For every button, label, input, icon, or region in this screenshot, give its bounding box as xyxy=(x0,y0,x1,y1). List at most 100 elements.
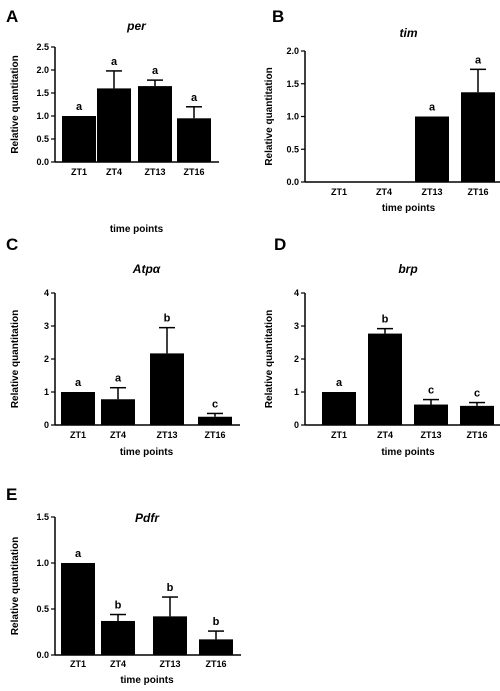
bar-zt16 xyxy=(461,92,495,182)
x-tick-label: ZT1 xyxy=(331,430,347,440)
y-tick-label: 1.0 xyxy=(36,111,49,121)
significance-label: b xyxy=(167,582,174,594)
panel-letter: B xyxy=(272,7,284,26)
chart-title: per xyxy=(126,19,147,33)
significance-label: a xyxy=(75,377,82,389)
x-tick-label: ZT4 xyxy=(110,659,126,669)
significance-label: b xyxy=(213,616,220,628)
x-axis-label: time points xyxy=(120,447,174,458)
y-tick-label: 1.0 xyxy=(36,558,49,568)
bar-zt16 xyxy=(460,405,494,425)
x-tick-label: ZT13 xyxy=(144,167,165,177)
bar-zt13 xyxy=(153,616,187,655)
x-tick-label: ZT13 xyxy=(420,430,441,440)
chart-title: Atpα xyxy=(132,262,161,276)
x-tick-label: ZT16 xyxy=(204,430,225,440)
x-tick-label: ZT16 xyxy=(183,167,204,177)
y-tick-label: 0 xyxy=(294,420,299,430)
x-tick-label: ZT16 xyxy=(466,430,487,440)
y-tick-label: 0.5 xyxy=(286,144,299,154)
y-tick-label: 0.5 xyxy=(36,134,49,144)
x-tick-label: ZT4 xyxy=(106,167,122,177)
x-tick-label: ZT1 xyxy=(331,187,347,197)
x-axis-label: time points xyxy=(110,224,164,235)
x-tick-label: ZT1 xyxy=(70,659,86,669)
panel-e: E Pdfr 0.0 0.5 1.0 1.5 Relative quantitation a Z… xyxy=(6,485,241,686)
y-tick-label: 1.5 xyxy=(36,88,49,98)
x-axis-label: time points xyxy=(382,203,436,214)
bar-zt4 xyxy=(97,88,131,162)
bar-zt4 xyxy=(101,620,135,655)
significance-label: a xyxy=(76,101,83,113)
y-tick-label: 1.5 xyxy=(36,512,49,522)
significance-label: a xyxy=(336,377,343,389)
y-tick-label: 2 xyxy=(294,354,299,364)
y-axis-label: Relative quantitation xyxy=(264,310,275,408)
y-tick-label: 2 xyxy=(44,354,49,364)
x-tick-label: ZT16 xyxy=(467,187,488,197)
y-tick-label: 1.5 xyxy=(286,79,299,89)
panel-c: C Atpα 0 1 2 3 4 Relative quantitation a ZT1 a ZT4 b… xyxy=(6,235,240,458)
bar-zt4 xyxy=(368,333,402,425)
significance-label: a xyxy=(75,548,82,560)
y-tick-label: 4 xyxy=(294,288,299,298)
significance-label: c xyxy=(474,388,480,400)
significance-label: a xyxy=(429,102,436,114)
chart-title: Pdfr xyxy=(135,511,160,525)
panel-letter: D xyxy=(274,235,286,254)
significance-label: a xyxy=(191,92,198,104)
significance-label: a xyxy=(111,56,118,68)
x-tick-label: ZT1 xyxy=(70,430,86,440)
y-tick-label: 0.0 xyxy=(36,157,49,167)
x-tick-label: ZT1 xyxy=(71,167,87,177)
y-tick-label: 1 xyxy=(294,387,299,397)
x-tick-label: ZT13 xyxy=(421,187,442,197)
panel-letter: E xyxy=(6,485,17,504)
y-axis-label: Relative quantitation xyxy=(10,310,21,408)
y-tick-label: 0 xyxy=(44,420,49,430)
significance-label: a xyxy=(152,65,159,77)
y-tick-label: 0.0 xyxy=(286,177,299,187)
chart-title: tim xyxy=(400,26,418,40)
x-axis-label: time points xyxy=(381,447,435,458)
significance-label: c xyxy=(212,398,218,410)
x-axis-label: time points xyxy=(120,675,174,686)
significance-label: a xyxy=(115,373,122,385)
y-tick-label: 1 xyxy=(44,387,49,397)
significance-label: a xyxy=(475,54,482,66)
significance-label: c xyxy=(428,385,434,397)
x-tick-label: ZT4 xyxy=(376,187,392,197)
x-tick-label: ZT4 xyxy=(377,430,393,440)
panel-letter: C xyxy=(6,235,18,254)
bar-zt1 xyxy=(61,563,95,655)
x-tick-label: ZT13 xyxy=(156,430,177,440)
bar-zt16 xyxy=(177,118,211,162)
significance-label: b xyxy=(382,314,389,326)
x-tick-label: ZT16 xyxy=(205,659,226,669)
bar-zt13 xyxy=(415,116,449,182)
y-tick-label: 4 xyxy=(44,288,49,298)
y-tick-label: 2.0 xyxy=(286,46,299,56)
significance-label: b xyxy=(164,313,171,325)
y-axis-label: Relative quantitation xyxy=(264,67,275,165)
panel-letter: A xyxy=(6,7,18,26)
y-tick-label: 1.0 xyxy=(286,112,299,122)
y-axis-label: Relative quantitation xyxy=(10,55,21,153)
y-tick-label: 0.0 xyxy=(36,650,49,660)
bar-zt16 xyxy=(199,639,233,655)
bar-zt4 xyxy=(101,399,135,425)
x-tick-label: ZT4 xyxy=(110,430,126,440)
chart-title: brp xyxy=(398,262,417,276)
significance-label: b xyxy=(115,600,122,612)
bar-zt13 xyxy=(138,86,172,162)
y-tick-label: 2.0 xyxy=(36,65,49,75)
bar-zt1 xyxy=(62,116,96,162)
y-tick-label: 3 xyxy=(44,321,49,331)
y-tick-label: 2.5 xyxy=(36,42,49,52)
bar-zt1 xyxy=(322,392,356,425)
bar-zt13 xyxy=(150,353,184,425)
